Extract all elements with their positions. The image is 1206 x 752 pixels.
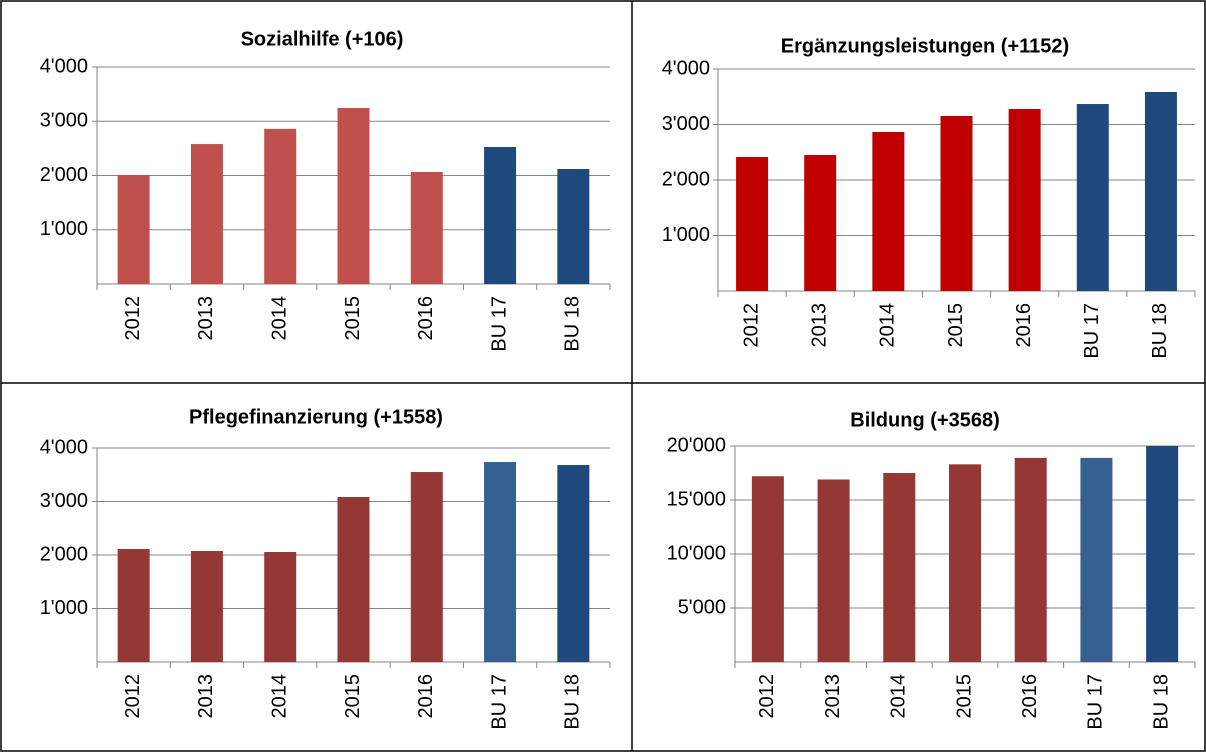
bar bbox=[484, 147, 517, 284]
x-tick-label: 2015 bbox=[342, 674, 364, 719]
x-tick-label: BU 18 bbox=[1150, 674, 1172, 730]
y-tick-label: 20'000 bbox=[667, 434, 726, 456]
x-tick-label: 2015 bbox=[342, 296, 364, 341]
x-tick-label: BU 17 bbox=[488, 674, 510, 730]
bar bbox=[872, 131, 905, 291]
bar bbox=[1076, 104, 1109, 291]
chart-title: Ergänzungsleistungen (+1152) bbox=[781, 35, 1069, 57]
x-tick-label: BU 17 bbox=[488, 296, 510, 352]
bar bbox=[410, 171, 443, 284]
y-tick-label: 2'000 bbox=[662, 168, 710, 190]
x-tick-label: 2013 bbox=[822, 674, 844, 719]
bar bbox=[557, 465, 590, 662]
y-tick-label: 3'000 bbox=[40, 490, 88, 512]
bar bbox=[264, 128, 297, 284]
bar bbox=[190, 144, 223, 284]
x-tick-label: BU 18 bbox=[1149, 303, 1171, 359]
y-tick-label: 4'000 bbox=[662, 57, 710, 79]
x-tick-label: 2014 bbox=[877, 303, 899, 348]
x-tick-label: 2015 bbox=[953, 674, 975, 719]
bar bbox=[1144, 91, 1177, 292]
x-tick-label: 2016 bbox=[1019, 674, 1041, 719]
x-tick-label: BU 18 bbox=[562, 296, 584, 352]
bar bbox=[484, 462, 517, 662]
bar bbox=[337, 107, 370, 285]
y-tick-label: 4'000 bbox=[40, 55, 88, 77]
x-tick-label: 2014 bbox=[888, 674, 910, 719]
x-tick-label: 2013 bbox=[808, 303, 830, 348]
x-tick-label: BU 17 bbox=[1081, 303, 1103, 359]
x-tick-label: 2016 bbox=[1013, 303, 1035, 348]
y-tick-label: 2'000 bbox=[40, 543, 88, 565]
bar bbox=[1014, 457, 1047, 662]
chart-title: Sozialhilfe (+106) bbox=[241, 28, 404, 50]
bar bbox=[804, 155, 837, 291]
y-tick-label: 3'000 bbox=[40, 110, 88, 132]
bar bbox=[1080, 457, 1113, 662]
y-tick-label: 1'000 bbox=[662, 224, 710, 246]
x-tick-label: 2014 bbox=[268, 674, 290, 719]
chart-title: Pflegefinanzierung (+1558) bbox=[189, 406, 443, 428]
y-tick-label: 1'000 bbox=[40, 597, 88, 619]
x-tick-label: BU 18 bbox=[562, 674, 584, 730]
y-tick-label: 5'000 bbox=[678, 596, 726, 618]
x-tick-label: BU 17 bbox=[1085, 674, 1107, 730]
y-tick-label: 10'000 bbox=[667, 542, 726, 564]
bar bbox=[190, 550, 223, 662]
bar bbox=[736, 157, 769, 291]
bar bbox=[883, 473, 916, 662]
x-tick-label: 2016 bbox=[415, 296, 437, 341]
bar bbox=[410, 472, 443, 662]
x-tick-label: 2012 bbox=[122, 674, 144, 719]
y-tick-label: 4'000 bbox=[40, 436, 88, 458]
x-tick-label: 2013 bbox=[195, 296, 217, 341]
x-tick-label: 2015 bbox=[945, 303, 967, 348]
y-tick-label: 1'000 bbox=[40, 218, 88, 240]
bar bbox=[337, 497, 370, 662]
bar bbox=[117, 174, 150, 284]
bar bbox=[940, 116, 973, 291]
y-tick-label: 2'000 bbox=[40, 164, 88, 186]
x-tick-label: 2012 bbox=[122, 296, 144, 341]
x-tick-label: 2012 bbox=[740, 303, 762, 348]
bar bbox=[264, 552, 297, 662]
y-tick-label: 15'000 bbox=[667, 488, 726, 510]
bar bbox=[1008, 109, 1041, 291]
y-tick-label: 3'000 bbox=[662, 113, 710, 135]
bar bbox=[817, 479, 850, 662]
bar bbox=[949, 464, 981, 662]
x-tick-label: 2013 bbox=[195, 674, 217, 719]
x-tick-label: 2014 bbox=[268, 296, 290, 341]
x-tick-label: 2012 bbox=[756, 674, 778, 719]
x-tick-label: 2016 bbox=[415, 674, 437, 719]
bar bbox=[1146, 446, 1179, 662]
bar bbox=[751, 476, 784, 662]
bar bbox=[117, 549, 150, 662]
chart-title: Bildung (+3568) bbox=[850, 409, 999, 431]
bar bbox=[557, 168, 590, 284]
